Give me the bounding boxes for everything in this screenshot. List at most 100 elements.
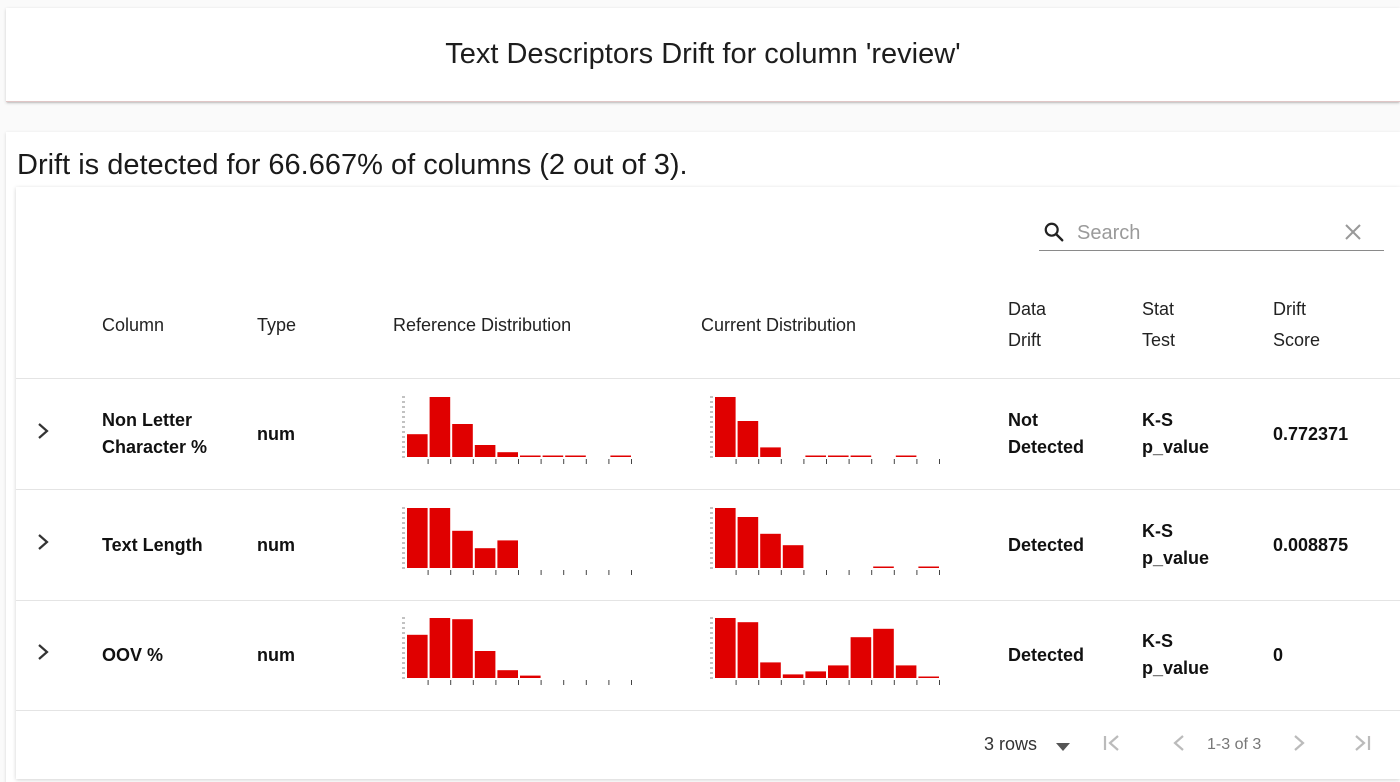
stat-test: K-S p_value: [1142, 407, 1209, 461]
hist-bar: [565, 455, 586, 457]
table-row: Non Letter Character % num Not Detected …: [16, 379, 1400, 490]
column-name: Text Length: [102, 535, 203, 555]
current-histogram: [710, 396, 940, 464]
column-name: OOV %: [102, 645, 164, 665]
stat-test-line2: p_value: [1142, 658, 1210, 678]
stat-test: K-S p_value: [1142, 628, 1209, 682]
header-stat-test-line2: Test: [1142, 330, 1176, 350]
stat-test-line2: p_value: [1142, 437, 1210, 457]
title-card: Text Descriptors Drift for column 'revie…: [6, 8, 1400, 102]
clear-search-icon[interactable]: [1344, 223, 1362, 246]
hist-bar: [429, 397, 451, 457]
page-title: Text Descriptors Drift for column 'revie…: [445, 38, 961, 70]
column-type: num: [257, 645, 295, 665]
hist-bar: [497, 452, 518, 457]
hist-bar: [520, 455, 541, 457]
header-data-drift-line1: Data: [1008, 299, 1047, 319]
hist-bar: [873, 628, 894, 678]
drift-status: Detected: [1008, 535, 1085, 555]
hist-bar: [895, 665, 917, 678]
header-current-distribution: Current Distribution: [701, 315, 857, 335]
hist-bar: [782, 545, 804, 568]
header-data-drift-line2: Drift: [1008, 330, 1041, 350]
hist-bar: [715, 618, 736, 678]
hist-bar: [737, 421, 759, 457]
next-page-icon[interactable]: [1288, 732, 1310, 759]
drift-score: 0: [1273, 645, 1284, 665]
current-histogram: [710, 507, 940, 575]
hist-bar: [429, 508, 451, 568]
hist-bar: [895, 455, 917, 457]
hist-bar: [610, 455, 631, 457]
pagination-bar: 3 rows 1-3 of 3: [16, 710, 1400, 779]
hist-bar: [918, 676, 939, 678]
drift-status: Not Detected: [1008, 407, 1084, 461]
rows-per-page-select[interactable]: 3 rows: [984, 734, 1071, 756]
hist-bar: [760, 662, 781, 678]
stat-test-line1: K-S: [1142, 410, 1173, 430]
header-divider: [16, 378, 1400, 379]
hist-bar: [407, 434, 428, 457]
header-data-drift[interactable]: Data Drift: [1008, 294, 1046, 356]
header-column[interactable]: Column: [102, 315, 165, 335]
search-icon: [1043, 221, 1065, 248]
hist-bar: [828, 455, 849, 457]
hist-bar: [715, 397, 736, 457]
hist-bar: [737, 622, 759, 678]
hist-bar: [542, 455, 564, 457]
column-type: num: [257, 535, 295, 555]
hist-bar: [407, 634, 428, 678]
first-page-icon[interactable]: [1101, 732, 1123, 759]
drift-status: Detected: [1008, 645, 1085, 665]
expand-row-chevron-icon[interactable]: [36, 421, 50, 446]
last-page-icon[interactable]: [1351, 732, 1373, 759]
drift-status-line1: Not: [1008, 410, 1038, 430]
hist-bar: [497, 670, 518, 678]
column-name: Non Letter Character %: [102, 407, 207, 461]
reference-histogram: [402, 617, 632, 685]
stat-test-line1: K-S: [1142, 521, 1173, 541]
hist-bar: [452, 424, 473, 457]
current-histogram: [710, 617, 940, 685]
rows-per-page-value: 3 rows: [984, 734, 1038, 754]
drift-score: 0.772371: [1273, 424, 1349, 444]
table-row: OOV % num Detected K-S p_value 0: [16, 600, 1400, 711]
expand-row-chevron-icon[interactable]: [36, 642, 50, 667]
previous-page-icon[interactable]: [1168, 732, 1190, 759]
search-box[interactable]: [1039, 215, 1384, 251]
hist-bar: [918, 566, 939, 568]
hist-bar: [805, 671, 826, 678]
hist-bar: [520, 675, 541, 678]
header-stat-test[interactable]: Stat Test: [1142, 294, 1175, 356]
stat-test-line1: K-S: [1142, 631, 1173, 651]
hist-bar: [429, 618, 451, 678]
header-reference-distribution: Reference Distribution: [393, 315, 572, 335]
dropdown-arrow-icon: [1056, 735, 1071, 756]
hist-bar: [850, 455, 872, 457]
column-name-line2: Character %: [102, 437, 208, 457]
hist-bar: [760, 447, 781, 457]
stat-test: K-S p_value: [1142, 518, 1209, 572]
expand-row-chevron-icon[interactable]: [36, 532, 50, 557]
stat-test-line2: p_value: [1142, 548, 1210, 568]
drift-summary-text: Drift is detected for 66.667% of columns…: [17, 149, 688, 181]
hist-bar: [715, 508, 736, 568]
drift-table: Column Type Reference Distribution Curre…: [16, 187, 1400, 779]
hist-bar: [474, 445, 496, 457]
page-info: 1-3 of 3: [1207, 736, 1262, 753]
hist-bar: [760, 533, 781, 568]
hist-bar: [737, 517, 759, 568]
column-type: num: [257, 424, 295, 444]
hist-bar: [805, 455, 826, 457]
hist-bar: [828, 665, 849, 678]
hist-bar: [873, 566, 894, 568]
column-name-line1: Non Letter: [102, 410, 192, 430]
search-input[interactable]: [1075, 219, 1339, 247]
hist-bar: [497, 540, 518, 568]
header-drift-score[interactable]: Drift Score: [1273, 294, 1320, 356]
header-type[interactable]: Type: [257, 315, 297, 335]
hist-bar: [452, 619, 473, 678]
drift-status-line2: Detected: [1008, 437, 1085, 457]
table-row: Text Length num Detected K-S p_value 0.0…: [16, 490, 1400, 601]
header-drift-score-line2: Score: [1273, 330, 1321, 350]
